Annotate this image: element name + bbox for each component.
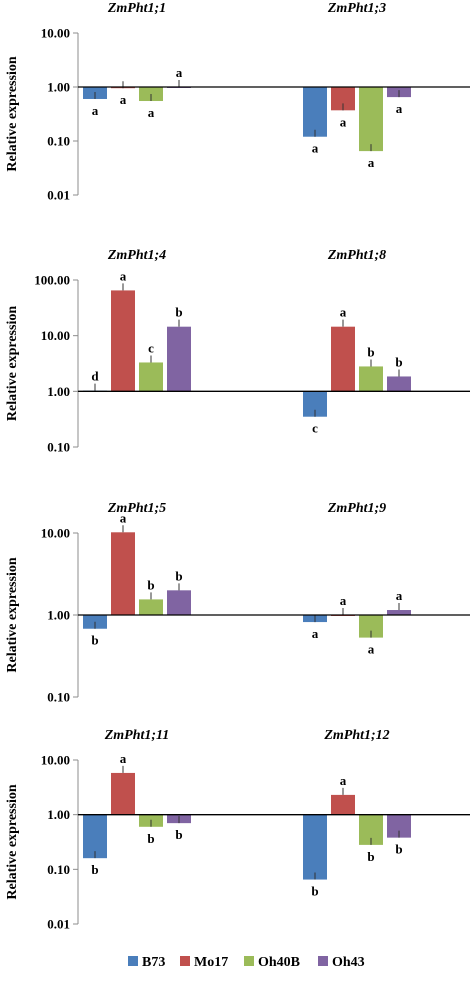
significance-label: b [175,827,182,842]
y-tick-label: 0.10 [47,862,70,877]
group-title: ZmPht1;1 [107,1,166,16]
bar [331,794,355,815]
legend-item: Oh43 [318,955,365,970]
y-tick-label: 1.00 [47,807,70,822]
panel-4: 0.01 0.10 1.00 10.00 Relative expression ZmPh… [5,728,470,932]
significance-label: b [147,831,154,846]
bar [139,87,163,102]
bar [387,376,411,392]
y-tick-label: 1.00 [47,608,70,623]
bar [139,362,163,392]
bar [359,366,383,392]
panel-1: 0.01 0.10 1.00 10.00 Relative expression ZmPh… [5,1,470,203]
bar [331,326,355,392]
y-axis-label: Relative expression [5,557,20,672]
bar [303,87,327,137]
significance-label: c [148,340,154,355]
legend: B73 Mo17 Oh40B Oh43 [128,955,365,970]
significance-label: b [175,568,182,583]
panel-2: 0.10 1.00 10.00 100.00 Relative expression Zm… [5,248,470,455]
y-tick-label: 0.10 [47,690,70,705]
y-tick-label: 10.00 [41,526,70,541]
legend-label: B73 [142,955,165,970]
panel-3: 0.10 1.00 10.00 Relative expression ZmPht1;5… [5,501,470,705]
y-axis-label: Relative expression [5,306,20,421]
legend-label: Mo17 [194,955,228,970]
significance-label: a [396,588,403,603]
group-title: ZmPht1;4 [107,248,166,263]
legend-item: Mo17 [180,955,228,970]
y-tick-label: 100.00 [34,273,70,288]
significance-label: a [312,626,319,641]
legend-swatch [128,956,138,966]
y-tick-label: 0.10 [47,440,70,455]
significance-label: a [148,105,155,120]
bar [387,814,411,838]
bar [167,326,191,392]
significance-label: b [91,862,98,877]
significance-label: a [340,773,347,788]
significance-label: a [176,65,183,80]
significance-label: c [312,421,318,436]
y-tick-label: 10.00 [41,26,70,41]
significance-label: a [368,155,375,170]
legend-item: Oh40B [244,955,300,970]
bar [303,814,327,880]
group-title: ZmPht1;12 [323,728,389,743]
significance-label: b [91,633,98,648]
y-axis-label: Relative expression [5,56,20,171]
legend-swatch [318,956,328,966]
y-tick-label: 1.00 [47,80,70,95]
bar [111,772,135,815]
bar [359,615,383,638]
group-title: ZmPht1;5 [107,501,166,516]
significance-label: a [92,103,99,118]
significance-label: a [120,268,127,283]
y-axis-label: Relative expression [5,784,20,899]
group-title: ZmPht1;8 [327,248,386,263]
significance-label: a [396,101,403,116]
significance-label: b [311,884,318,899]
group-title: ZmPht1;11 [104,728,170,743]
bar [387,610,411,615]
significance-label: a [368,642,375,657]
y-tick-label: 10.00 [41,328,70,343]
y-tick-label: 0.01 [47,917,70,932]
significance-label: a [340,114,347,129]
bar [331,87,355,111]
group-title: ZmPht1;3 [327,1,386,16]
significance-label: a [120,510,127,525]
significance-label: a [120,751,127,766]
legend-item: B73 [128,955,165,970]
significance-label: a [120,92,127,107]
significance-label: b [147,577,154,592]
bar [167,590,191,615]
bar [111,290,135,392]
significance-label: b [367,344,374,359]
legend-swatch [244,956,254,966]
significance-label: b [395,842,402,857]
group-title: ZmPht1;9 [327,501,386,516]
bar [111,532,135,615]
bar [359,87,383,152]
significance-label: a [340,593,347,608]
significance-label: b [175,305,182,320]
y-tick-label: 1.00 [47,384,70,399]
significance-label: d [91,369,99,384]
significance-label: b [395,354,402,369]
bar [139,599,163,615]
legend-label: Oh43 [332,955,365,970]
y-tick-label: 0.01 [47,188,70,203]
significance-label: b [367,849,374,864]
significance-label: a [312,141,319,156]
y-tick-label: 10.00 [41,753,70,768]
significance-label: a [340,305,347,320]
bar [83,814,107,859]
legend-swatch [180,956,190,966]
y-tick-label: 0.10 [47,134,70,149]
legend-label: Oh40B [258,955,300,970]
